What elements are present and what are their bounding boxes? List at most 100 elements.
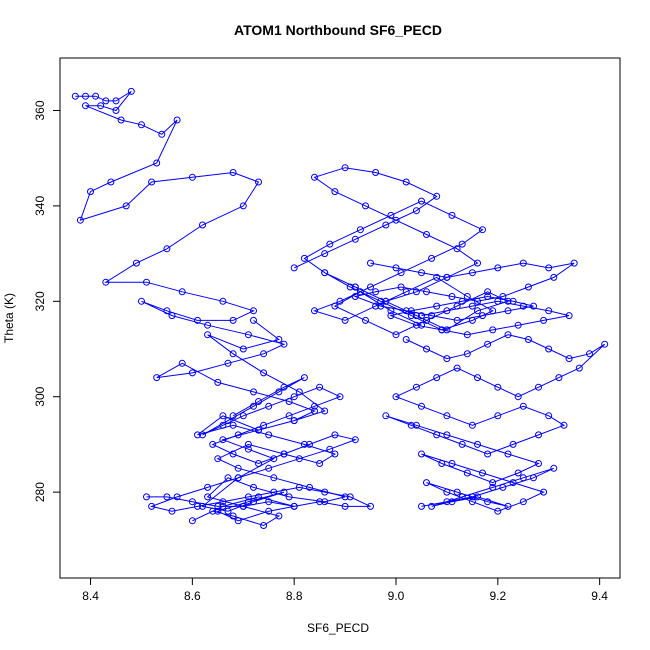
data-point (285, 412, 293, 420)
data-point (433, 192, 441, 200)
data-point (132, 259, 140, 267)
data-point (199, 221, 206, 229)
x-tick-label: 9.4 (591, 589, 608, 603)
data-point (443, 307, 451, 315)
data-point (204, 483, 212, 491)
data-point (346, 283, 354, 291)
data-point (586, 350, 593, 358)
data-point (412, 321, 420, 329)
data-point (407, 312, 415, 320)
data-point (479, 312, 486, 320)
data-point (382, 297, 390, 305)
data-point (418, 269, 425, 277)
data-point (219, 498, 227, 506)
data-point (423, 345, 430, 353)
data-point (468, 493, 476, 501)
data-point (356, 226, 364, 234)
data-point (412, 312, 420, 320)
series-points (71, 87, 609, 529)
data-point (158, 130, 166, 138)
data-point (209, 507, 217, 515)
x-tick-label: 8.8 (286, 589, 303, 603)
data-point (565, 355, 573, 363)
data-point (295, 483, 303, 491)
data-point (407, 421, 415, 429)
data-point (458, 493, 466, 501)
data-point (224, 474, 232, 482)
data-point (382, 221, 390, 229)
data-point (362, 202, 369, 210)
data-point (76, 216, 84, 224)
data-point (219, 297, 227, 305)
data-point (92, 92, 100, 100)
data-point (412, 288, 420, 296)
data-point (102, 278, 110, 286)
data-point (489, 479, 497, 487)
data-point (509, 440, 517, 448)
data-point (392, 393, 400, 401)
data-point (484, 498, 492, 506)
data-point (418, 502, 425, 510)
data-point (346, 493, 354, 501)
data-point (244, 493, 252, 501)
data-point (392, 331, 400, 339)
data-point (163, 307, 171, 315)
data-point (326, 445, 334, 453)
data-point (428, 254, 436, 262)
data-point (316, 383, 324, 391)
data-point (265, 498, 273, 506)
data-point (468, 498, 476, 506)
data-point (260, 421, 268, 429)
data-point (188, 498, 196, 506)
data-point (443, 326, 451, 334)
data-point (530, 474, 537, 482)
data-point (504, 297, 512, 305)
data-point (448, 211, 456, 219)
data-point (535, 431, 542, 439)
data-point (351, 436, 359, 444)
data-point (509, 297, 517, 305)
data-point (397, 283, 405, 291)
data-point (316, 498, 324, 506)
data-point (494, 383, 502, 391)
data-point (463, 331, 471, 339)
data-point (423, 288, 430, 296)
data-point (494, 297, 502, 305)
data-point (433, 431, 441, 439)
data-point (178, 288, 186, 296)
data-point (545, 412, 553, 420)
data-point (219, 412, 227, 420)
data-point (494, 507, 502, 515)
data-point (555, 374, 563, 382)
data-point (479, 469, 486, 477)
data-point (545, 264, 553, 272)
data-point (514, 321, 522, 329)
data-point (351, 283, 359, 291)
data-point (214, 455, 222, 463)
data-point (494, 264, 502, 272)
x-tick-label: 8.4 (82, 589, 99, 603)
data-point (229, 316, 237, 324)
data-point (540, 316, 548, 324)
data-point (601, 340, 609, 348)
data-point (504, 450, 512, 458)
data-point (163, 245, 171, 253)
data-point (229, 450, 237, 458)
data-point (453, 316, 461, 324)
data-point (188, 517, 196, 525)
data-point (489, 326, 497, 334)
data-point (402, 336, 410, 343)
data-point (194, 431, 201, 439)
data-point (336, 393, 344, 401)
data-point (479, 226, 486, 234)
series-line-2 (293, 167, 510, 336)
data-point (306, 483, 313, 491)
data-point (234, 431, 242, 439)
data-point (224, 507, 232, 515)
y-tick-label: 320 (33, 291, 47, 311)
data-point (275, 388, 283, 396)
data-point (372, 288, 380, 296)
data-point (280, 340, 288, 348)
data-point (102, 97, 110, 105)
x-axis-label: SF6_PECD (307, 621, 369, 635)
